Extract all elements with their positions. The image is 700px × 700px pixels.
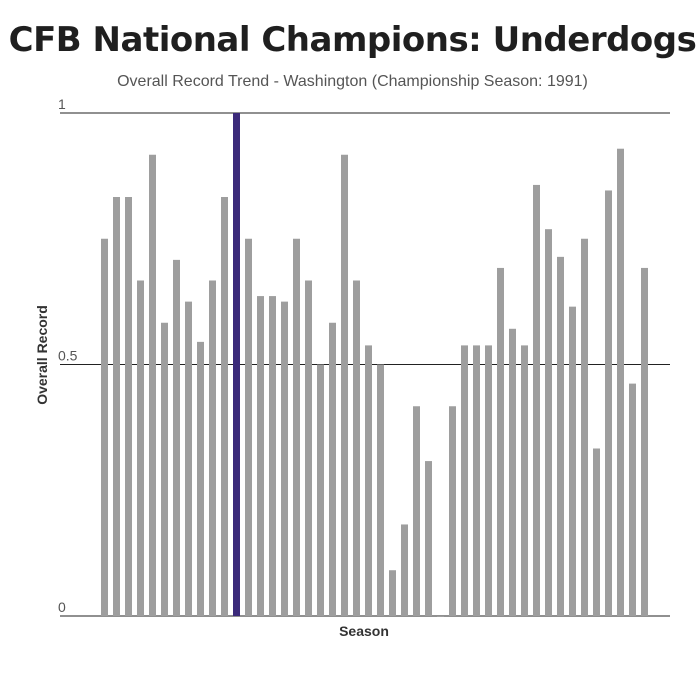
bar — [605, 190, 612, 616]
bar — [341, 154, 348, 616]
bar — [377, 364, 384, 616]
chart-subtitle: Overall Record Trend - Washington (Champ… — [117, 73, 588, 90]
bar — [221, 197, 228, 616]
bar — [485, 345, 492, 616]
y-tick-label: 0.5 — [58, 348, 78, 364]
bar — [389, 570, 396, 616]
bar — [209, 280, 216, 616]
bar — [425, 461, 432, 616]
bar — [113, 197, 120, 616]
bar — [641, 267, 648, 616]
bar — [365, 345, 372, 616]
x-axis-title: Season — [339, 623, 389, 639]
bar — [137, 280, 144, 616]
chart-title: CFB National Champions: Underdogs — [8, 20, 697, 60]
bar — [557, 256, 564, 616]
bar — [533, 184, 540, 616]
bar — [281, 301, 288, 616]
bar — [293, 238, 300, 616]
y-tick-label: 1 — [58, 96, 66, 112]
bar — [413, 406, 420, 616]
bar-highlighted — [233, 113, 240, 616]
bar — [401, 524, 408, 616]
bar — [329, 322, 336, 616]
bar — [161, 322, 168, 616]
bar — [245, 238, 252, 616]
bar — [545, 229, 552, 616]
bar — [173, 259, 180, 616]
bar — [317, 364, 324, 616]
bar — [257, 296, 264, 616]
bar — [497, 267, 504, 616]
bar — [473, 345, 480, 616]
bar — [353, 280, 360, 616]
y-axis-title: Overall Record — [34, 305, 50, 405]
y-tick-label: 0 — [58, 599, 66, 615]
bar — [569, 306, 576, 616]
bar — [461, 345, 468, 616]
bar — [629, 383, 636, 616]
bar — [449, 406, 456, 616]
bar — [437, 616, 444, 617]
bar — [197, 341, 204, 616]
bar — [593, 448, 600, 616]
bar — [509, 328, 516, 616]
bar — [617, 148, 624, 616]
bar — [269, 296, 276, 616]
bar — [185, 301, 192, 616]
bar — [149, 154, 156, 616]
bar — [101, 238, 108, 616]
bar — [305, 280, 312, 616]
bar — [581, 238, 588, 616]
bar — [125, 197, 132, 616]
bar — [521, 345, 528, 616]
